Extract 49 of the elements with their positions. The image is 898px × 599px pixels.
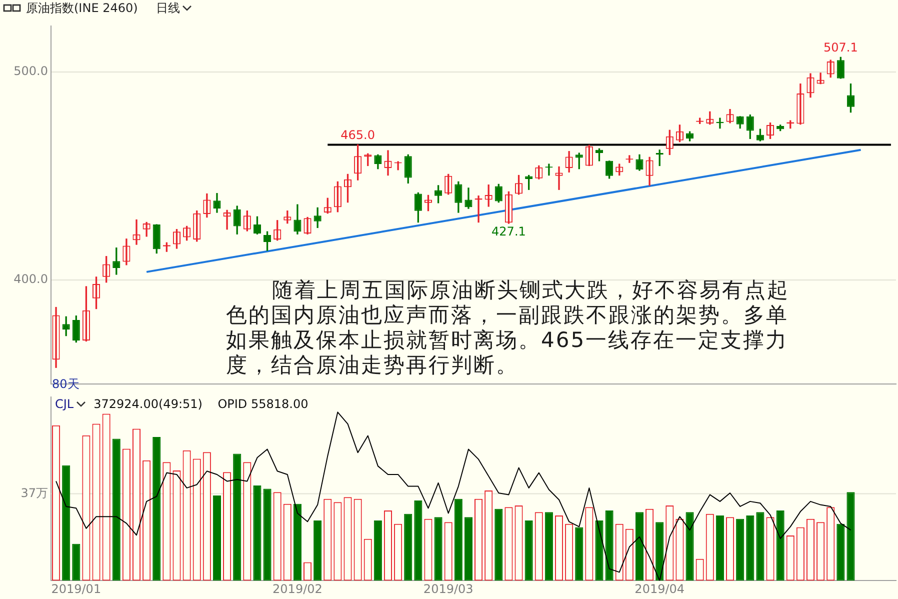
y-tick-label: 500.0 (14, 64, 48, 78)
chart-subtitle: 日线 (156, 0, 180, 16)
bar (575, 527, 584, 581)
x-tick-label: 2019/01 (51, 582, 102, 596)
annotation: 427.1 (492, 224, 526, 239)
bar (605, 510, 614, 581)
annotation: 465.0 (340, 128, 375, 142)
x-tick-label: 2019/03 (423, 582, 474, 596)
candlestick (575, 152, 583, 170)
x-tick-label: 2019/02 (272, 582, 322, 596)
bar (736, 518, 744, 581)
bar (293, 504, 302, 581)
bar (776, 510, 784, 581)
annotation: 80天 (52, 376, 80, 393)
bar (434, 517, 442, 581)
ref-line-label: 37万 (20, 486, 48, 500)
bar (544, 512, 553, 581)
bar (314, 520, 322, 581)
bar (152, 437, 161, 581)
x-tick-label: 2019/04 (634, 582, 685, 596)
bar (253, 485, 262, 581)
chart-subtitle: 372924.00(49:51) OPID 55818.00 (94, 397, 308, 411)
bar (212, 495, 222, 581)
bar (716, 516, 724, 581)
chart-title: CJL (55, 397, 74, 411)
bar (233, 454, 242, 581)
bar (112, 438, 120, 581)
bar (494, 508, 503, 581)
bar (72, 544, 80, 581)
bar (414, 500, 422, 581)
chart-title: 原油指数(INE 2460) (26, 0, 138, 16)
y-tick-label: 400.0 (14, 272, 48, 286)
bar (635, 512, 644, 581)
bar (464, 517, 472, 581)
bar (595, 520, 604, 581)
bar (374, 520, 382, 581)
bar (746, 516, 754, 581)
bar (524, 520, 533, 581)
bar (62, 465, 70, 581)
bar (686, 512, 694, 581)
bar (836, 524, 845, 581)
annotation: 507.1 (823, 40, 858, 54)
bar (656, 522, 664, 581)
bar (756, 512, 764, 581)
bar (263, 488, 272, 581)
annotation: 随着上周五国际原油断头铡式大跌，好不容易有点起色的国内原油也应声而落，一副跟跌不跟涨的架势。多单如果触及保本止损就暂时离场。465一线存在一定支撑力度，结合原油走势再行判断。 (226, 278, 791, 378)
bar (454, 498, 462, 581)
bar (404, 514, 412, 581)
bar (846, 492, 855, 581)
